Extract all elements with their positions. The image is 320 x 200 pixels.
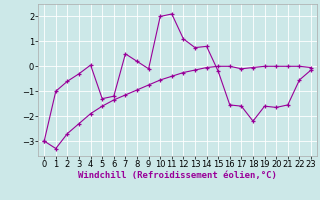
X-axis label: Windchill (Refroidissement éolien,°C): Windchill (Refroidissement éolien,°C)	[78, 171, 277, 180]
